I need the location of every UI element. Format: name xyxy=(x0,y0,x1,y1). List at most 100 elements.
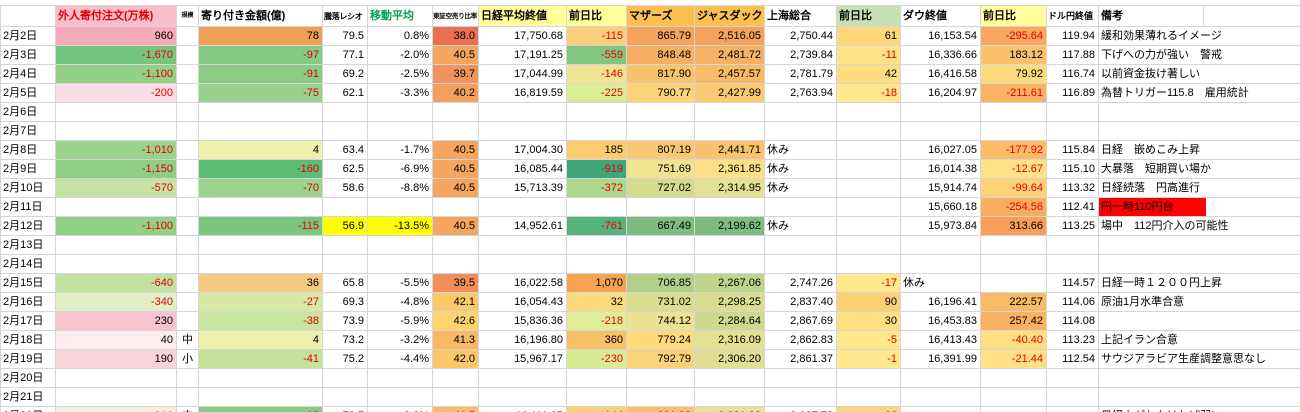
cell-dow[interactable]: 16,153.54 xyxy=(900,26,981,46)
cell-shanghai[interactable] xyxy=(764,235,837,255)
cell-date[interactable]: 2月3日 xyxy=(0,45,56,65)
cell-nikkei[interactable]: 15,836.36 xyxy=(478,311,567,331)
cell-shanghai_chg[interactable] xyxy=(836,102,901,122)
cell-ma[interactable]: -3.2% xyxy=(367,406,433,412)
cell-dow_chg[interactable] xyxy=(980,387,1047,407)
cell-date[interactable]: 2月16日 xyxy=(0,292,56,312)
header-short[interactable]: 東証空売り比率 xyxy=(432,5,479,27)
cell-dow[interactable]: 16,027.05 xyxy=(900,140,981,160)
cell-short[interactable]: 41.5 xyxy=(432,406,479,412)
cell-size[interactable]: 中 xyxy=(176,406,199,412)
cell-usdjpy[interactable] xyxy=(1046,387,1099,407)
cell-shanghai_chg[interactable] xyxy=(836,254,901,274)
cell-ma[interactable]: -2.0% xyxy=(367,45,433,65)
cell-filler[interactable] xyxy=(1203,159,1300,179)
cell-ma[interactable]: -4.8% xyxy=(367,292,433,312)
cell-filler[interactable] xyxy=(1203,311,1300,331)
cell-ma[interactable] xyxy=(367,235,433,255)
cell-mothers[interactable] xyxy=(626,254,695,274)
cell-foreign[interactable]: 230 xyxy=(55,311,177,331)
cell-dow_chg[interactable]: 313.66 xyxy=(980,216,1047,236)
cell-ratio[interactable]: 65.8 xyxy=(322,273,368,293)
cell-nikkei[interactable] xyxy=(478,254,567,274)
cell-shanghai[interactable] xyxy=(764,254,837,274)
header-shanghai[interactable]: 上海総合 xyxy=(764,5,837,27)
cell-dow_chg[interactable]: -12.67 xyxy=(980,159,1047,179)
cell-shanghai[interactable]: 2,739.84 xyxy=(764,45,837,65)
cell-nikkei[interactable]: 15,713.39 xyxy=(478,178,567,198)
cell-ma[interactable]: -4.4% xyxy=(367,349,433,369)
cell-usdjpy[interactable]: 113.25 xyxy=(1046,216,1099,236)
cell-usdjpy[interactable]: 113.32 xyxy=(1046,178,1099,198)
cell-mothers[interactable] xyxy=(626,235,695,255)
cell-short[interactable] xyxy=(432,235,479,255)
cell-size[interactable] xyxy=(176,197,199,217)
cell-ma[interactable]: -13.5% xyxy=(367,216,433,236)
cell-opening[interactable] xyxy=(198,387,323,407)
cell-remarks[interactable]: 場中 112円介入の可能性 xyxy=(1098,216,1229,236)
cell-usdjpy[interactable]: 115.10 xyxy=(1046,159,1099,179)
cell-size[interactable] xyxy=(176,121,199,141)
cell-dow[interactable] xyxy=(900,254,981,274)
cell-filler[interactable] xyxy=(1203,292,1300,312)
cell-jasdaq[interactable]: 2,306.20 xyxy=(694,349,765,369)
cell-usdjpy[interactable]: 112.54 xyxy=(1046,349,1099,369)
cell-nikkei_chg[interactable]: -225 xyxy=(566,83,627,103)
header-filler[interactable] xyxy=(1203,5,1300,27)
cell-shanghai[interactable] xyxy=(764,387,837,407)
cell-shanghai[interactable]: 2,867.69 xyxy=(764,311,837,331)
cell-remarks[interactable]: 日経一時１２００円上昇 xyxy=(1098,273,1222,293)
cell-mothers[interactable] xyxy=(626,102,695,122)
cell-jasdaq[interactable] xyxy=(694,121,765,141)
cell-short[interactable] xyxy=(432,121,479,141)
cell-size[interactable] xyxy=(176,102,199,122)
cell-ma[interactable]: -3.2% xyxy=(367,330,433,350)
cell-opening[interactable] xyxy=(198,368,323,388)
cell-ratio[interactable]: 79.5 xyxy=(322,26,368,46)
cell-mothers[interactable]: 790.77 xyxy=(626,83,695,103)
cell-dow_chg[interactable]: -295.64 xyxy=(980,26,1047,46)
cell-jasdaq[interactable]: 2,427.99 xyxy=(694,83,765,103)
cell-mothers[interactable]: 706.85 xyxy=(626,273,695,293)
cell-opening[interactable]: -41 xyxy=(198,349,323,369)
cell-short[interactable]: 42.6 xyxy=(432,311,479,331)
cell-size[interactable] xyxy=(176,45,199,65)
cell-short[interactable]: 40.5 xyxy=(432,159,479,179)
cell-ratio[interactable] xyxy=(322,254,368,274)
cell-short[interactable]: 38.0 xyxy=(432,26,479,46)
cell-jasdaq[interactable]: 2,267.06 xyxy=(694,273,765,293)
cell-size[interactable] xyxy=(176,311,199,331)
cell-shanghai[interactable]: 休み xyxy=(764,178,837,198)
cell-ratio[interactable]: 62.1 xyxy=(322,83,368,103)
cell-ratio[interactable]: 69.2 xyxy=(322,64,368,84)
cell-jasdaq[interactable]: 2,481.72 xyxy=(694,45,765,65)
cell-nikkei[interactable]: 16,196.80 xyxy=(478,330,567,350)
cell-remarks[interactable]: 原油1月水準合意 xyxy=(1098,292,1204,312)
cell-ratio[interactable]: 73.2 xyxy=(322,330,368,350)
cell-remarks[interactable] xyxy=(1098,121,1204,141)
cell-nikkei_chg[interactable]: -146 xyxy=(566,64,627,84)
cell-dow[interactable] xyxy=(900,121,981,141)
cell-dow_chg[interactable] xyxy=(980,121,1047,141)
cell-size[interactable] xyxy=(176,292,199,312)
cell-shanghai_chg[interactable]: -1 xyxy=(836,349,901,369)
cell-size[interactable] xyxy=(176,368,199,388)
cell-jasdaq[interactable] xyxy=(694,387,765,407)
cell-usdjpy[interactable] xyxy=(1046,102,1099,122)
cell-usdjpy[interactable]: 114.57 xyxy=(1046,273,1099,293)
cell-ratio[interactable]: 75.2 xyxy=(322,349,368,369)
cell-nikkei[interactable]: 17,044.99 xyxy=(478,64,567,84)
cell-nikkei[interactable]: 16,054.43 xyxy=(478,292,567,312)
cell-size[interactable] xyxy=(176,387,199,407)
cell-mothers[interactable] xyxy=(626,387,695,407)
cell-date[interactable]: 2月11日 xyxy=(0,197,56,217)
cell-foreign[interactable]: -340 xyxy=(55,292,177,312)
cell-date[interactable]: 2月2日 xyxy=(0,26,56,46)
header-opening[interactable]: 寄り付き金額(億) xyxy=(198,5,323,27)
cell-date[interactable]: 2月19日 xyxy=(0,349,56,369)
cell-shanghai_chg[interactable]: 61 xyxy=(836,26,901,46)
cell-nikkei_chg[interactable]: -115 xyxy=(566,26,627,46)
cell-foreign[interactable] xyxy=(55,387,177,407)
cell-ratio[interactable] xyxy=(322,121,368,141)
header-dow[interactable]: ダウ終値 xyxy=(900,5,981,27)
